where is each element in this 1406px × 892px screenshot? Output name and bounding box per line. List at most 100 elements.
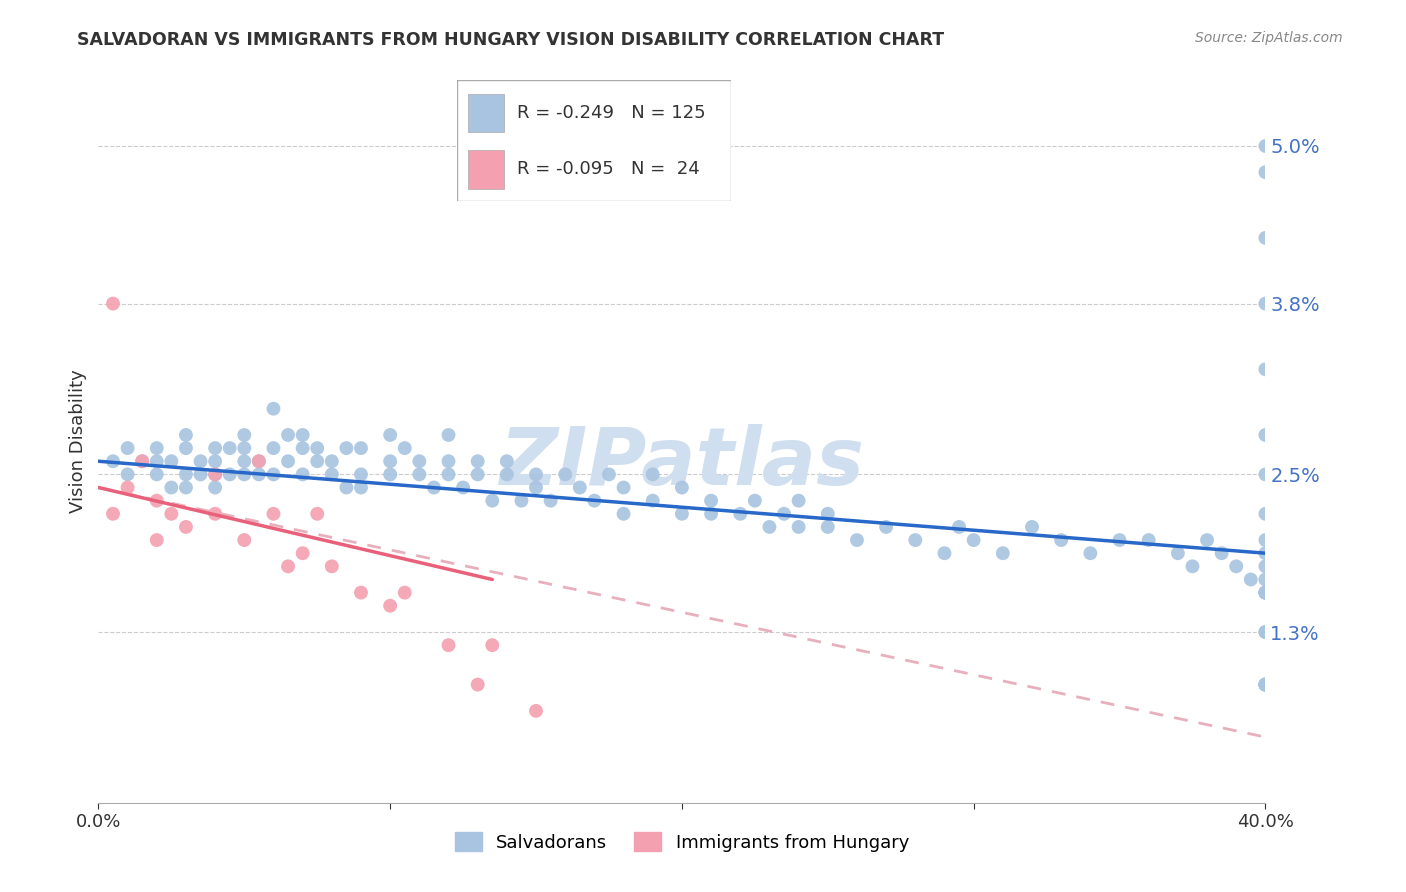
Point	[190, 467, 212, 482]
Point	[1254, 546, 1277, 560]
Point	[1254, 585, 1277, 599]
Point	[1254, 296, 1277, 310]
FancyBboxPatch shape	[457, 80, 731, 201]
Point	[1254, 139, 1277, 153]
Text: R = -0.095   N =  24: R = -0.095 N = 24	[517, 161, 700, 178]
Point	[380, 454, 402, 468]
Point	[817, 520, 839, 534]
Point	[262, 401, 284, 416]
Point	[204, 507, 226, 521]
Point	[875, 520, 897, 534]
Point	[758, 520, 780, 534]
Point	[174, 481, 197, 495]
Point	[277, 428, 299, 442]
Point	[730, 507, 752, 521]
Point	[496, 467, 519, 482]
Point	[350, 441, 373, 455]
Point	[437, 638, 460, 652]
Point	[641, 467, 664, 482]
Point	[233, 454, 256, 468]
Point	[540, 493, 562, 508]
Point	[904, 533, 927, 547]
Point	[437, 467, 460, 482]
Point	[321, 454, 343, 468]
Point	[962, 533, 984, 547]
Point	[291, 428, 314, 442]
Point	[307, 507, 329, 521]
Point	[174, 428, 197, 442]
Point	[671, 507, 693, 521]
Point	[1225, 559, 1247, 574]
Bar	[468, 94, 503, 132]
Point	[247, 454, 270, 468]
Point	[1167, 546, 1189, 560]
Point	[218, 441, 240, 455]
Y-axis label: Vision Disability: Vision Disability	[69, 369, 87, 514]
Point	[744, 493, 766, 508]
Point	[423, 481, 446, 495]
Point	[671, 481, 693, 495]
Point	[1211, 546, 1233, 560]
Point	[131, 454, 153, 468]
Point	[934, 546, 956, 560]
Point	[380, 599, 402, 613]
Point	[524, 467, 547, 482]
Point	[612, 507, 634, 521]
Point	[335, 481, 357, 495]
Point	[1254, 585, 1277, 599]
Point	[146, 467, 169, 482]
Point	[510, 493, 533, 508]
Point	[612, 481, 634, 495]
Point	[773, 507, 796, 521]
Point	[846, 533, 869, 547]
Point	[1254, 362, 1277, 376]
Text: R = -0.249   N = 125: R = -0.249 N = 125	[517, 103, 706, 122]
Point	[787, 520, 810, 534]
Point	[291, 546, 314, 560]
Point	[247, 454, 270, 468]
Point	[1108, 533, 1130, 547]
Point	[817, 507, 839, 521]
Point	[1195, 533, 1218, 547]
Point	[1254, 677, 1277, 691]
Point	[335, 441, 357, 455]
Point	[291, 441, 314, 455]
Point	[481, 493, 503, 508]
Point	[1254, 625, 1277, 640]
Point	[146, 454, 169, 468]
Point	[467, 454, 489, 468]
Point	[1254, 573, 1277, 587]
Point	[380, 428, 402, 442]
Point	[1080, 546, 1102, 560]
Point	[408, 467, 430, 482]
Point	[146, 533, 169, 547]
Point	[277, 454, 299, 468]
Text: SALVADORAN VS IMMIGRANTS FROM HUNGARY VISION DISABILITY CORRELATION CHART: SALVADORAN VS IMMIGRANTS FROM HUNGARY VI…	[77, 31, 945, 49]
Point	[160, 454, 183, 468]
Point	[467, 467, 489, 482]
Point	[991, 546, 1014, 560]
Point	[101, 507, 124, 521]
Point	[1254, 559, 1277, 574]
Text: ZIPatlas: ZIPatlas	[499, 425, 865, 502]
Point	[204, 441, 226, 455]
Point	[174, 520, 197, 534]
Point	[350, 585, 373, 599]
Point	[146, 441, 169, 455]
Point	[321, 467, 343, 482]
Point	[1254, 428, 1277, 442]
Point	[160, 507, 183, 521]
Point	[1254, 533, 1277, 547]
Point	[233, 533, 256, 547]
Point	[262, 441, 284, 455]
Point	[262, 467, 284, 482]
Point	[437, 428, 460, 442]
Point	[146, 493, 169, 508]
Point	[700, 507, 723, 521]
Point	[481, 638, 503, 652]
Point	[1137, 533, 1160, 547]
Point	[174, 441, 197, 455]
Point	[204, 467, 226, 482]
Point	[568, 481, 591, 495]
Point	[174, 467, 197, 482]
